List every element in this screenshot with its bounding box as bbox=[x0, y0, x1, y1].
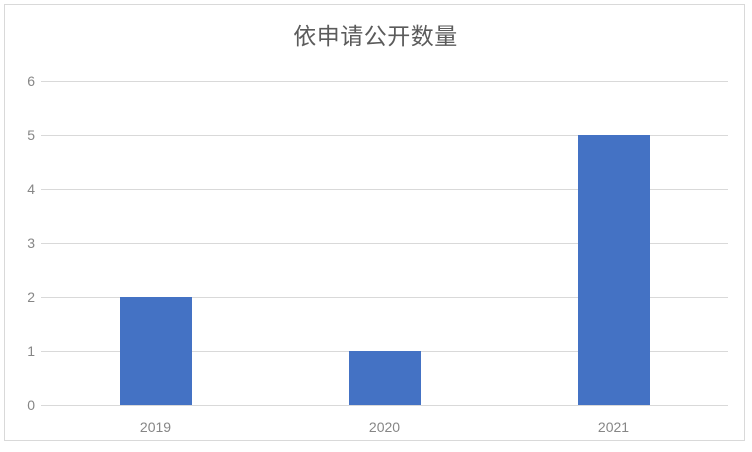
bar-2020[interactable] bbox=[348, 351, 421, 405]
gridline bbox=[41, 81, 728, 82]
bar-2019[interactable] bbox=[119, 297, 192, 405]
x-tick-label-2021: 2021 bbox=[597, 419, 630, 435]
y-tick-label: 3 bbox=[27, 235, 35, 251]
gridline bbox=[41, 189, 728, 190]
x-tick-label-2019: 2019 bbox=[139, 419, 172, 435]
gridline bbox=[41, 297, 728, 298]
bar-2021[interactable] bbox=[577, 135, 650, 405]
chart-container: 依申请公开数量 0 1 2 3 4 5 6 2019 2020 2021 bbox=[4, 4, 745, 441]
plot-area bbox=[41, 81, 728, 406]
y-tick-label: 5 bbox=[27, 127, 35, 143]
x-axis: 2019 2020 2021 bbox=[41, 411, 728, 441]
x-tick-label-2020: 2020 bbox=[368, 419, 401, 435]
y-tick-label: 1 bbox=[27, 343, 35, 359]
y-tick-label: 6 bbox=[27, 73, 35, 89]
gridline bbox=[41, 405, 728, 406]
y-tick-label: 0 bbox=[27, 397, 35, 413]
chart-title: 依申请公开数量 bbox=[293, 23, 458, 49]
y-tick-label: 2 bbox=[27, 289, 35, 305]
gridline bbox=[41, 243, 728, 244]
y-tick-label: 4 bbox=[27, 181, 35, 197]
y-axis: 0 1 2 3 4 5 6 bbox=[5, 74, 35, 412]
gridline bbox=[41, 135, 728, 136]
